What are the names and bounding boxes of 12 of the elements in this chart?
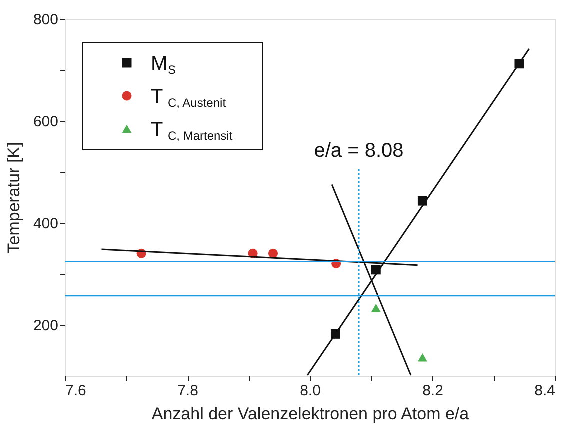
y-tick-label: 200 — [33, 318, 58, 334]
ref-line-label: e/a = 8.08 — [314, 140, 404, 162]
x-tick-label: 8.2 — [422, 382, 444, 400]
y-axis-title: Temperatur [K] — [4, 142, 24, 254]
y-tick-label: 800 — [33, 12, 58, 28]
x-tick-label: 8.4 — [534, 382, 556, 400]
x-tick-label: 8.0 — [300, 382, 321, 400]
y-tick-label: 600 — [33, 114, 58, 130]
x-tick-label: 7.6 — [66, 382, 86, 400]
y-tick-label: 400 — [33, 216, 58, 232]
x-tick-label: 7.8 — [178, 382, 198, 400]
x-axis-title: Anzahl der Valenzelektronen pro Atom e/a — [152, 404, 470, 424]
